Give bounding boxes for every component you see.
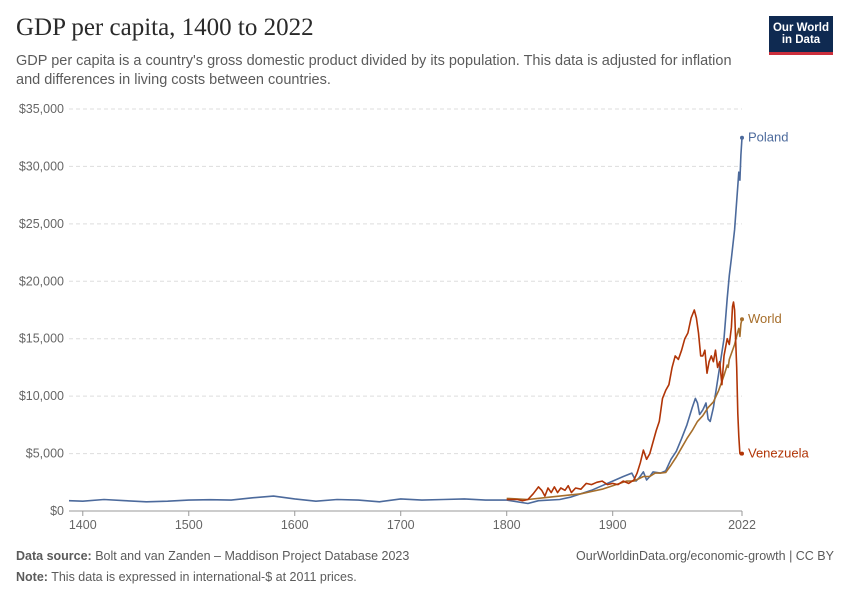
y-tick-label: $15,000 [19,332,64,346]
y-tick-label: $30,000 [19,159,64,173]
series-label-world[interactable]: World [748,311,782,326]
y-tick-label: $20,000 [19,274,64,288]
x-tick-label: 1600 [281,518,309,532]
x-axis: 1400 1500 1600 1700 1800 1900 2022 [69,511,756,532]
series-label-poland[interactable]: Poland [748,130,788,145]
note-text: This data is expressed in international-… [51,570,357,584]
chart-subtitle: GDP per capita is a country's gross dome… [16,53,732,88]
x-tick-label: 1400 [69,518,97,532]
logo-line-1: Our World [772,22,829,34]
series-line-world[interactable] [506,319,743,501]
data-source-label: Data source: [16,549,92,563]
series-end-point-world [740,317,744,322]
series-end-point-poland [740,135,744,140]
series-label-venezuela[interactable]: Venezuela [748,446,809,461]
x-tick-label: 1500 [175,518,203,532]
logo-line-2: in Data [781,34,821,46]
note: Note: This data is expressed in internat… [16,570,357,584]
chart-title: GDP per capita, 1400 to 2022 [16,14,314,41]
data-source-text: Bolt and van Zanden – Maddison Project D… [95,549,410,563]
y-tick-label: $0 [50,504,64,518]
series-line-venezuela[interactable] [506,301,743,502]
y-tick-label: $25,000 [19,217,64,231]
x-tick-label: 2022 [728,518,756,532]
source-link[interactable]: OurWorldinData.org/economic-growth | CC … [576,549,834,563]
note-label: Note: [16,570,48,584]
series-labels: Poland World Venezuela [748,130,809,461]
series-end-point-venezuela [740,451,744,456]
y-axis-ticks: $0 $5,000 $10,000 $15,000 $20,000 $25,000 $30,… [19,102,64,518]
x-tick-label: 1700 [387,518,415,532]
data-source: Data source: Bolt and van Zanden – Maddi… [16,549,409,563]
x-tick-label: 1800 [493,518,521,532]
y-tick-label: $10,000 [19,389,64,403]
series-lines [68,135,744,505]
owid-logo[interactable]: Our World in Data [769,16,833,55]
x-tick-label: 1900 [599,518,627,532]
series-line-poland[interactable] [68,137,743,505]
gridlines [69,108,742,512]
y-tick-label: $35,000 [19,102,64,116]
y-tick-label: $5,000 [26,447,64,461]
